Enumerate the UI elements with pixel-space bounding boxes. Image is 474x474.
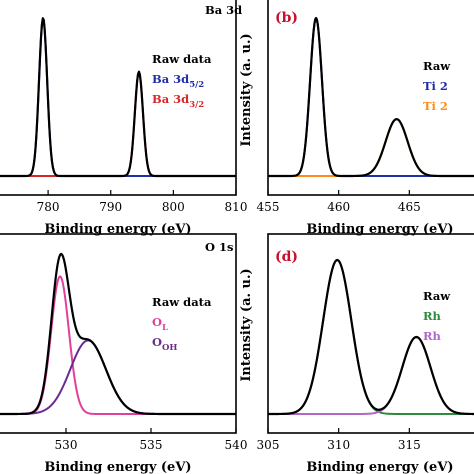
legend-entry: Rh — [423, 309, 442, 323]
panel-title: Ba 3d — [205, 3, 242, 17]
plot-frame — [0, 233, 237, 434]
series-line-ti-2p3-2 — [267, 17, 474, 177]
x-tick-label: 315 — [398, 438, 421, 452]
x-tick-label: 310 — [327, 438, 350, 452]
panel-3: 530 535 540 Binding energy (eV) O 1s Raw data… — [0, 233, 248, 474]
series-line-rh-3d5-2 — [267, 259, 474, 415]
series-line-raw-data — [0, 252, 237, 416]
x-axis-title: Binding energy (eV) — [306, 460, 453, 474]
legend-entry: Raw data — [152, 295, 212, 309]
x-tick-label: 810 — [225, 200, 248, 214]
plot-frame — [267, 0, 474, 196]
legend-entry: Ti 2 — [423, 99, 448, 113]
legend-entry: Raw — [423, 289, 451, 303]
series-line-raw — [267, 16, 474, 178]
x-tick-label: 780 — [37, 200, 60, 214]
legend-entry: OL — [152, 315, 168, 333]
series-line-ti-2p1-2 — [267, 118, 474, 177]
x-tick-label: 305 — [257, 438, 280, 452]
legend-entry: Rh — [423, 329, 442, 343]
series-line-ooh — [0, 339, 237, 415]
panel-4: 305 310 315 Binding energy (eV) Intensity (a… — [239, 233, 474, 474]
plot-frame — [0, 0, 237, 196]
x-tick-label: 800 — [162, 200, 185, 214]
x-tick-label: 460 — [327, 200, 350, 214]
series-line-raw — [267, 258, 474, 416]
x-tick-label: 535 — [140, 438, 163, 452]
plot-frame — [267, 233, 474, 434]
legend-entry: Raw data — [152, 52, 212, 66]
panel-letter: (d) — [275, 249, 298, 265]
legend-entry: Raw — [423, 59, 451, 73]
panel-letter: (b) — [275, 10, 298, 26]
y-axis-title: Intensity (a. u.) — [239, 268, 254, 381]
x-tick-label: 465 — [398, 200, 421, 214]
x-tick-label: 530 — [55, 438, 78, 452]
x-tick-label: 540 — [225, 438, 248, 452]
legend-entry: Ba 3d3/2 — [152, 92, 204, 110]
legend-entry: Ti 2 — [423, 79, 448, 93]
x-tick-label: 790 — [99, 200, 122, 214]
x-tick-label: 455 — [257, 200, 280, 214]
legend-entry: OOH — [152, 335, 177, 353]
legend-entry: Ba 3d5/2 — [152, 72, 204, 90]
x-axis-title: Binding energy (eV) — [44, 460, 191, 474]
y-axis-title: Intensity (a. u.) — [239, 33, 254, 146]
panel-title: O 1s — [205, 240, 234, 254]
series-line-raw-data — [0, 17, 237, 178]
